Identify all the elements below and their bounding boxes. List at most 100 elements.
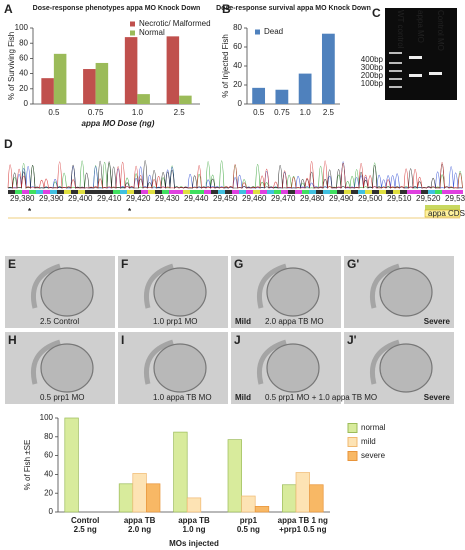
position-label: 29,390 [39,194,64,203]
embryo-yolk [153,267,207,317]
base-strip [344,190,351,194]
bar [295,472,310,513]
base-strip [316,190,323,194]
y-tick-label: 80 [19,38,28,47]
position-label: 29,410 [97,194,122,203]
y-axis-label: % of Injected Fish [221,34,230,98]
gel-band [389,78,402,80]
x-tick-label: prp1 [240,516,258,525]
marker: * [28,207,32,216]
embryo-yolk [153,343,207,393]
bar [309,484,324,513]
base-strip [302,190,309,194]
legend-swatch [130,21,135,27]
base-strip [169,190,176,194]
embryo-body [144,263,174,309]
base-strip [239,190,246,194]
base-strip [176,190,183,194]
lane-label: appa MO [416,10,425,43]
bar [173,431,188,513]
x-axis-label: appa MO Dose (ng) [82,119,155,128]
panel-label: C [372,6,381,20]
y-tick-label: 40 [44,470,53,479]
position-label: 29,420 [126,194,151,203]
bar [41,78,54,104]
base-strip [337,190,344,194]
y-tick-label: 0 [238,99,243,108]
photo-caption: 2.5 Control [40,317,79,326]
x-tick-label: +prp1 0.5 ng [279,525,326,534]
panel-label: I [121,333,124,347]
base-strip [253,190,260,194]
base-strip [190,190,197,194]
base-strip [295,190,302,194]
bar [124,37,138,105]
x-tick-label: appa TB [124,516,156,525]
photo-caption: 2.0 appa TB MO [265,317,324,326]
trace [7,161,463,189]
base-strip [141,190,148,194]
photo-caption: Severe [424,317,451,326]
base-strip [99,190,106,194]
base-strip [386,190,393,194]
y-tick-label: 80 [233,23,242,32]
base-strip [456,190,463,194]
lane-label: WT control [396,10,405,49]
y-tick-label: 0 [24,99,29,108]
x-tick-label: 2.5 [174,108,186,117]
photo-caption: Mild [235,317,251,326]
bar [321,33,335,105]
base-strip [428,190,435,194]
y-tick-label: 0 [49,507,54,516]
panel-label: A [4,2,13,16]
panel-label: D [4,137,13,151]
base-strip [274,190,281,194]
x-tick-label: 2.5 ng [74,525,97,534]
x-tick-label: Control [71,516,99,525]
photo-caption: 1.0 appa TB MO [153,393,212,402]
bar [227,439,242,513]
legend-label: mild [361,437,376,446]
y-tick-label: 40 [233,61,242,70]
base-strip [148,190,155,194]
base-strip [400,190,407,194]
base-strip [211,190,218,194]
position-label: 29,500 [358,194,383,203]
base-strip [15,190,22,194]
base-strip [218,190,225,194]
base-strip [50,190,57,194]
position-label: 29,400 [68,194,93,203]
x-tick-label: 0.5 [48,108,60,117]
base-strip [435,190,442,194]
x-tick-label: 2.0 ng [128,525,151,534]
bar [275,89,289,104]
base-strip [183,190,190,194]
position-label: 29,450 [213,194,238,203]
legend-swatch [347,451,358,461]
base-strip [64,190,71,194]
base-strip [288,190,295,194]
base-strip [92,190,99,194]
y-tick-label: 20 [233,80,242,89]
legend-swatch [347,423,358,433]
ladder-label: 200bp [361,71,384,80]
y-tick-label: 20 [19,84,28,93]
bar [64,417,79,513]
gel-band [409,56,422,59]
embryo-yolk [266,267,320,317]
panel-label: H [8,333,17,347]
photo-caption: 0.5 prp1 MO [40,393,84,402]
embryo-body [370,339,400,385]
y-tick-label: 100 [40,413,54,422]
base-strip [127,190,134,194]
position-label: 29,440 [184,194,209,203]
base-strip [85,190,92,194]
y-axis-label: % of Fish ±SE [23,440,32,491]
legend-swatch [130,30,135,36]
base-strip [43,190,50,194]
legend-label: Dead [264,27,283,36]
bar [118,483,134,513]
photo-caption: Severe [424,393,451,402]
embryo-yolk [266,343,320,393]
